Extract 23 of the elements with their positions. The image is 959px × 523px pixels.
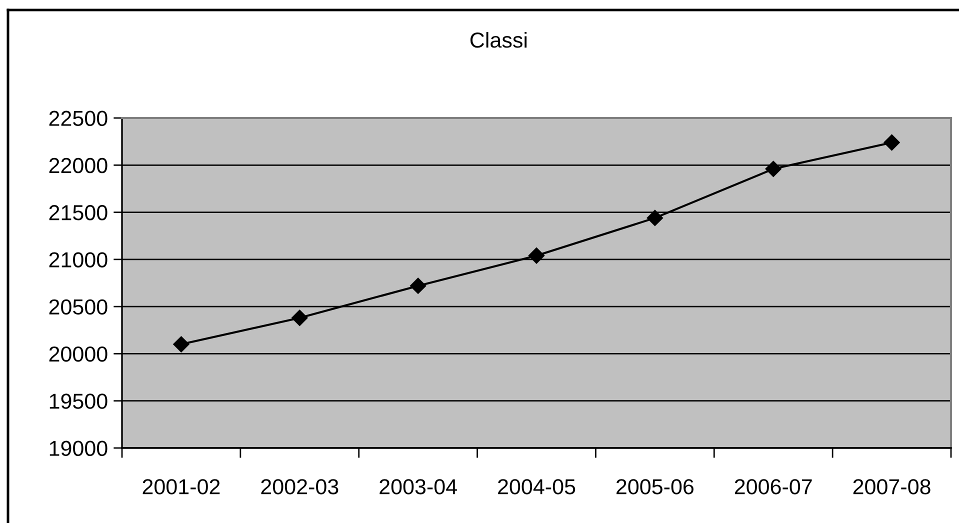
x-tick-label: 2005-06 xyxy=(616,479,694,494)
y-tick-label: 20000 xyxy=(49,346,108,362)
point xyxy=(528,248,545,264)
point xyxy=(884,134,900,151)
y-tick-label: 19000 xyxy=(50,440,108,456)
x-tick-label: 2002-03 xyxy=(261,479,338,494)
y-tick-label: 22000 xyxy=(49,158,108,174)
point xyxy=(173,336,190,352)
y-tick-label: 20500 xyxy=(49,299,108,315)
point xyxy=(292,310,308,326)
point xyxy=(410,278,426,294)
x-tick-label: 2004-05 xyxy=(498,479,576,494)
chart-title: Classi xyxy=(470,32,527,48)
point xyxy=(765,160,782,177)
point xyxy=(646,210,663,226)
y-tick-label: 21000 xyxy=(49,252,108,268)
x-tick-label: 2001-02 xyxy=(142,479,220,494)
y-tick-label: 19500 xyxy=(50,394,108,409)
x-tick-label: 2003-04 xyxy=(380,479,457,494)
x-tick-label: 2006-07 xyxy=(734,479,812,494)
x-tick-label: 2007-08 xyxy=(853,479,930,494)
y-tick-label: 22500 xyxy=(49,110,108,126)
y-tick-label: 21500 xyxy=(49,205,108,220)
